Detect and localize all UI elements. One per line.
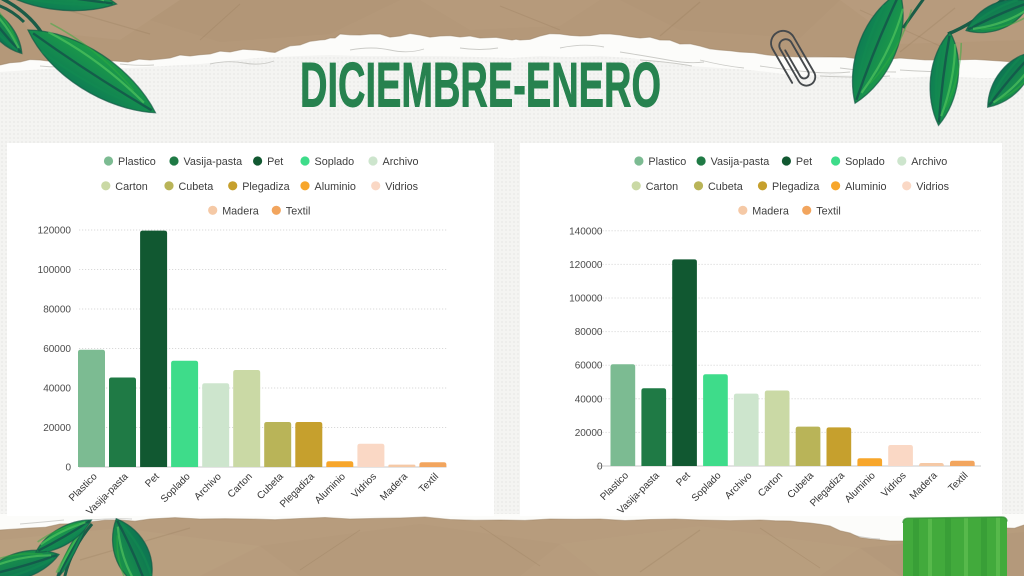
svg-text:Aluminio: Aluminio <box>845 181 886 193</box>
svg-text:Soplado: Soplado <box>690 470 724 504</box>
svg-text:80000: 80000 <box>43 305 71 316</box>
svg-text:Archivo: Archivo <box>723 470 755 502</box>
svg-text:Vidrios: Vidrios <box>385 181 418 193</box>
svg-text:Plegadiza: Plegadiza <box>772 181 819 193</box>
svg-text:0: 0 <box>65 463 71 474</box>
svg-text:Archivo: Archivo <box>383 156 419 168</box>
svg-text:Plegadiza: Plegadiza <box>242 181 289 193</box>
svg-text:Textil: Textil <box>816 205 841 217</box>
svg-text:Pet: Pet <box>143 471 162 490</box>
svg-text:Plegadiza: Plegadiza <box>808 470 847 509</box>
svg-text:Carton: Carton <box>646 181 678 193</box>
svg-text:Carton: Carton <box>756 470 785 499</box>
svg-text:20000: 20000 <box>575 428 603 439</box>
svg-text:Aluminio: Aluminio <box>315 181 356 193</box>
svg-text:40000: 40000 <box>43 384 71 395</box>
svg-text:Plegadiza: Plegadiza <box>278 471 317 510</box>
svg-text:Archivo: Archivo <box>192 471 224 503</box>
svg-text:Vidrios: Vidrios <box>879 470 908 499</box>
svg-text:Vasija-pasta: Vasija-pasta <box>184 156 243 168</box>
svg-text:DICIEMBRE-ENERO: DICIEMBRE-ENERO <box>300 51 661 121</box>
svg-text:Plastico: Plastico <box>648 156 686 168</box>
svg-text:Madera: Madera <box>378 471 410 503</box>
svg-text:80000: 80000 <box>575 327 603 338</box>
svg-text:Soplado: Soplado <box>845 156 885 168</box>
svg-text:Plastico: Plastico <box>118 156 156 168</box>
svg-text:Vasija-pasta: Vasija-pasta <box>711 156 770 168</box>
svg-text:Textil: Textil <box>947 470 971 494</box>
svg-text:100000: 100000 <box>38 265 72 276</box>
svg-text:Pet: Pet <box>796 156 812 168</box>
svg-text:Textil: Textil <box>286 205 311 217</box>
svg-text:Soplado: Soplado <box>315 156 355 168</box>
svg-text:Textil: Textil <box>417 471 441 495</box>
svg-text:60000: 60000 <box>43 344 71 355</box>
svg-text:120000: 120000 <box>38 226 72 237</box>
svg-text:100000: 100000 <box>569 294 603 305</box>
svg-text:Cubeta: Cubeta <box>708 181 743 193</box>
svg-text:Carton: Carton <box>226 471 255 500</box>
svg-text:20000: 20000 <box>43 423 71 434</box>
svg-text:Madera: Madera <box>222 205 259 217</box>
svg-text:Aluminio: Aluminio <box>843 470 878 505</box>
svg-text:Madera: Madera <box>908 470 940 502</box>
svg-text:Carton: Carton <box>115 181 147 193</box>
svg-text:Vidrios: Vidrios <box>916 181 949 193</box>
svg-text:Vidrios: Vidrios <box>350 471 379 500</box>
svg-text:Cubeta: Cubeta <box>255 471 286 502</box>
svg-text:Archivo: Archivo <box>911 156 947 168</box>
svg-text:0: 0 <box>597 462 603 473</box>
svg-text:Pet: Pet <box>267 156 283 168</box>
svg-text:140000: 140000 <box>569 226 603 237</box>
svg-text:Pet: Pet <box>674 470 693 489</box>
svg-text:Cubeta: Cubeta <box>179 181 214 193</box>
svg-text:Aluminio: Aluminio <box>313 471 348 506</box>
svg-text:Soplado: Soplado <box>159 471 193 505</box>
svg-text:Madera: Madera <box>752 205 789 217</box>
svg-text:120000: 120000 <box>569 260 603 271</box>
svg-text:Cubeta: Cubeta <box>786 470 817 501</box>
svg-text:60000: 60000 <box>575 361 603 372</box>
svg-text:40000: 40000 <box>575 394 603 405</box>
